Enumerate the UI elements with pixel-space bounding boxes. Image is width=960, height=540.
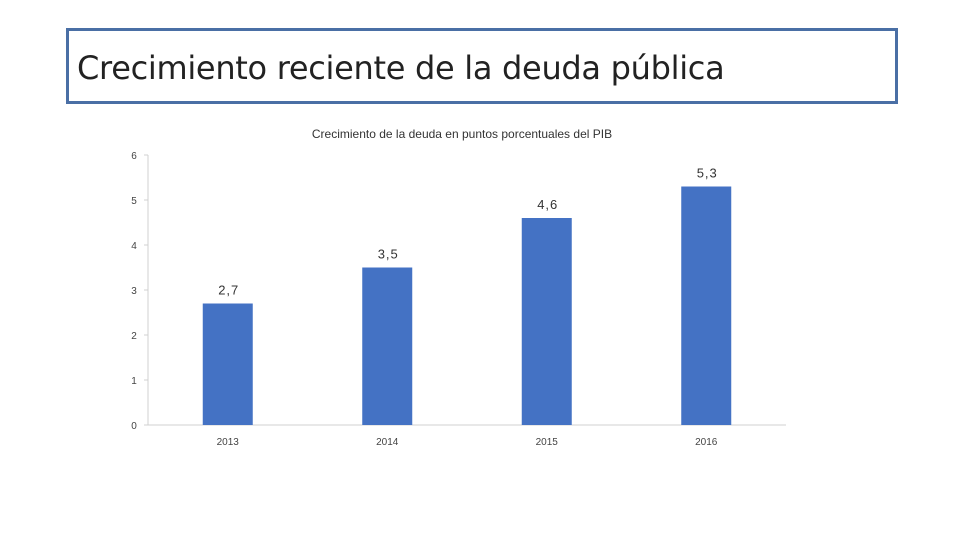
x-tick-label: 2014: [376, 437, 399, 448]
y-axis: 0 1 2 3 4 5 6: [131, 151, 149, 432]
data-label: 4,6: [537, 197, 558, 212]
y-tick-label: 2: [131, 331, 137, 342]
y-tick-label: 0: [131, 421, 137, 432]
y-tick-label: 6: [131, 151, 137, 162]
data-label: 3,5: [378, 247, 399, 262]
y-tick-label: 5: [131, 196, 137, 207]
y-tick-label: 1: [131, 376, 137, 387]
x-tick-label: 2013: [217, 437, 240, 448]
x-axis: 2013 2014 2015 2016: [148, 424, 786, 448]
data-label: 2,7: [218, 283, 239, 298]
x-tick-label: 2015: [536, 437, 559, 448]
bar: [681, 186, 732, 425]
x-tick-label: 2016: [695, 437, 718, 448]
bar: [362, 267, 413, 425]
slide-title: Crecimiento reciente de la deuda pública: [77, 49, 725, 87]
bars: [202, 186, 732, 425]
slide-title-box: Crecimiento reciente de la deuda pública: [66, 28, 898, 104]
y-tick-label: 3: [131, 286, 137, 297]
data-labels: 2,7 3,5 4,6 5,3: [218, 166, 718, 298]
bar: [202, 303, 253, 425]
data-label: 5,3: [697, 166, 718, 181]
y-tick-label: 4: [131, 241, 137, 252]
bar: [521, 218, 572, 425]
chart-title: Crecimiento de la deuda en puntos porcen…: [312, 127, 612, 141]
